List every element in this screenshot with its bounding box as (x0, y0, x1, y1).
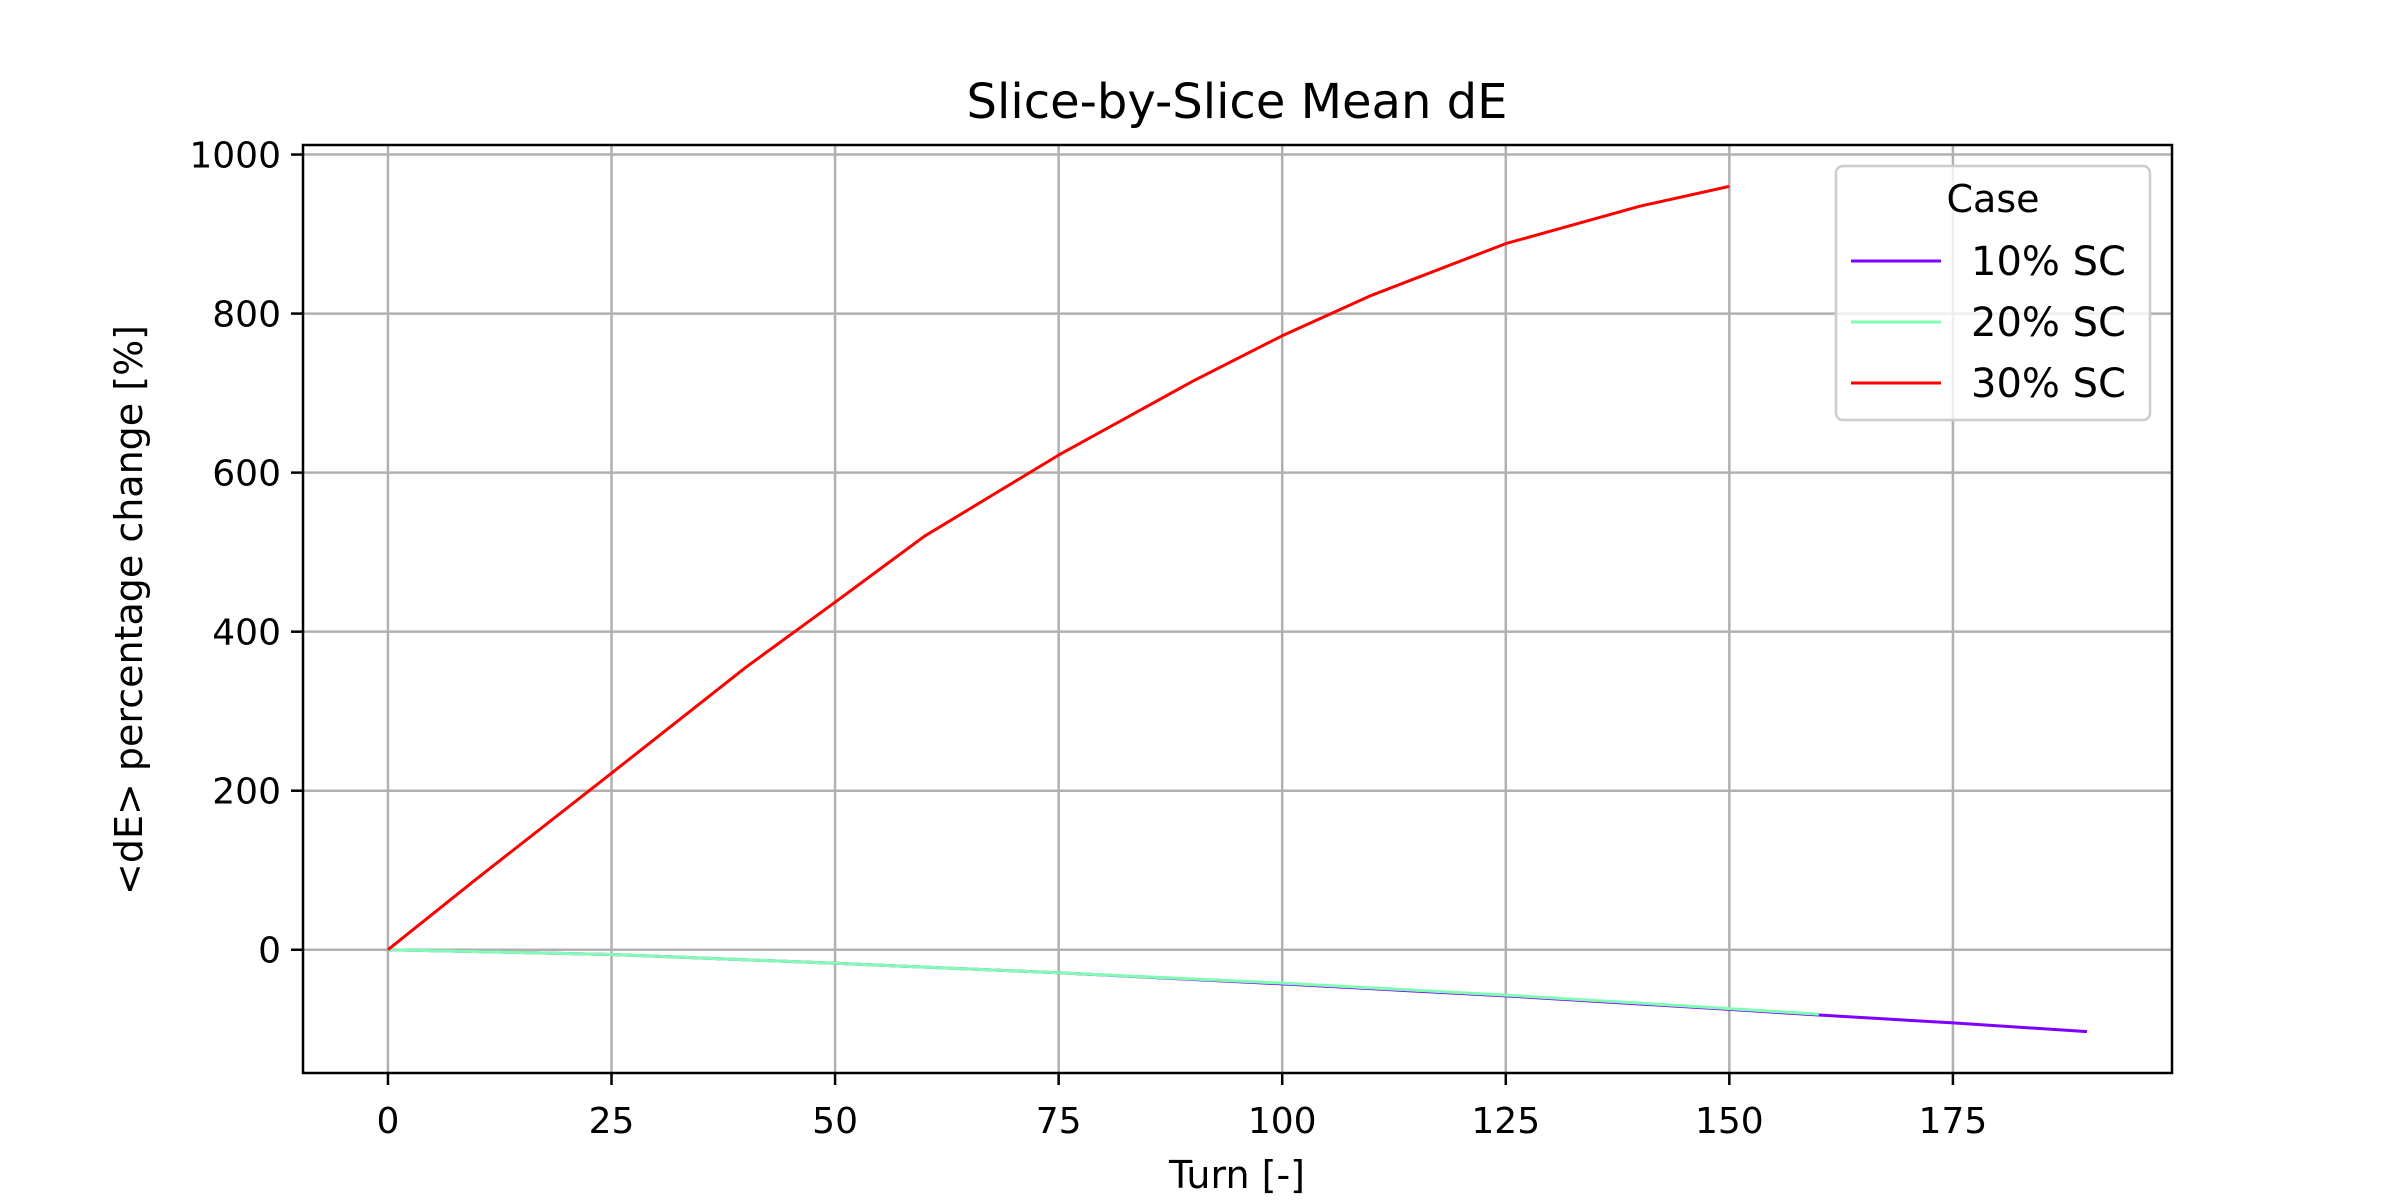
legend-entry-label: 10% SC (1971, 239, 2126, 285)
x-tick-label: 125 (1471, 1101, 1540, 1142)
plot-frame (301, 143, 2174, 1075)
legend-entry-label: 30% SC (1971, 361, 2126, 407)
series-line-30-sc (387, 184, 1730, 951)
y-tick-label: 800 (212, 295, 281, 336)
x-tick-label: 175 (1919, 1101, 1988, 1142)
y-axis-label: <dE> percentage change [%] (107, 325, 151, 895)
legend: Case 10% SC 20% SC 30% SC (1834, 164, 2152, 422)
chart-title: Slice-by-Slice Mean dE (967, 74, 1508, 130)
x-tick-label: 25 (589, 1101, 635, 1142)
y-tick-label: 400 (212, 613, 281, 654)
legend-box (1834, 164, 2152, 422)
y-tick-label: 1000 (189, 136, 281, 177)
x-tick-label: 0 (377, 1101, 400, 1142)
legend-entry-label: 20% SC (1971, 300, 2126, 346)
y-tick-label: 0 (258, 931, 281, 972)
x-tick-label: 150 (1695, 1101, 1764, 1142)
x-tick-label: 50 (812, 1101, 858, 1142)
legend-title: Case (1947, 177, 2040, 221)
ticks: 0 25 50 75 100 125 150 175 0 200 400 600 800 1000 (189, 136, 1987, 1142)
x-tick-label: 100 (1248, 1101, 1317, 1142)
series-line-20-sc (387, 948, 1819, 1016)
x-tick-label: 75 (1036, 1101, 1082, 1142)
x-axis-label: Turn [-] (1168, 1153, 1305, 1197)
series-group (387, 184, 2088, 1034)
y-tick-label: 200 (212, 772, 281, 813)
y-tick-label: 600 (212, 454, 281, 495)
